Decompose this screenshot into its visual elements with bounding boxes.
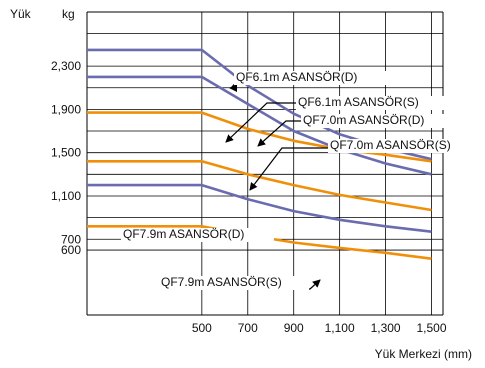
series-line <box>87 183 432 233</box>
y-tick-label: 2,300 <box>51 59 81 73</box>
annotation-bg <box>328 139 478 153</box>
series-line <box>87 75 432 176</box>
annotation-bg <box>296 96 446 110</box>
series-line <box>87 160 432 212</box>
annotation-label: QF7.9m ASANSÖR(S) <box>161 275 282 289</box>
annotation-leader <box>257 120 301 147</box>
annotation-leader <box>249 147 330 191</box>
annotation-label: QF7.9m ASANSÖR(D) <box>123 227 244 241</box>
series-line <box>87 225 432 260</box>
y-axis-unit: kg <box>62 7 75 21</box>
y-tick-label: 1,500 <box>51 146 81 160</box>
x-tick-label: 500 <box>192 321 212 335</box>
x-tick-label: 1,100 <box>325 321 355 335</box>
annotation-bg <box>121 228 274 242</box>
x-tick-label: 1,500 <box>417 321 447 335</box>
annotation-leader <box>225 102 296 143</box>
annotation-bg <box>159 276 309 290</box>
annotation-label: QF7.0m ASANSÖR(S) <box>330 138 451 152</box>
y-tick-label: 600 <box>61 243 81 257</box>
y-tick-label: 1,900 <box>51 102 81 116</box>
annotation-label: QF6.1m ASANSÖR(S) <box>298 95 419 109</box>
y-tick-label: 1,100 <box>51 189 81 203</box>
x-tick-label: 900 <box>284 321 304 335</box>
annotation-label: QF7.0m ASANSÖR(D) <box>303 113 424 127</box>
y-axis-title: Yük <box>10 7 32 21</box>
series-line <box>87 111 432 163</box>
annotation-bg <box>301 114 447 128</box>
annotations-group: QF6.1m ASANSÖR(D) QF6.1m ASANSÖR(S) QF7.0m… <box>121 70 478 290</box>
x-axis-title: Yük Merkezi (mm) <box>375 347 472 361</box>
x-tick-label: 700 <box>238 321 258 335</box>
x-tick-label: 1,300 <box>371 321 401 335</box>
y-tick-label: 700 <box>61 232 81 246</box>
annotation-label: QF6.1m ASANSÖR(D) <box>236 70 357 84</box>
annotation-bg <box>234 71 431 85</box>
